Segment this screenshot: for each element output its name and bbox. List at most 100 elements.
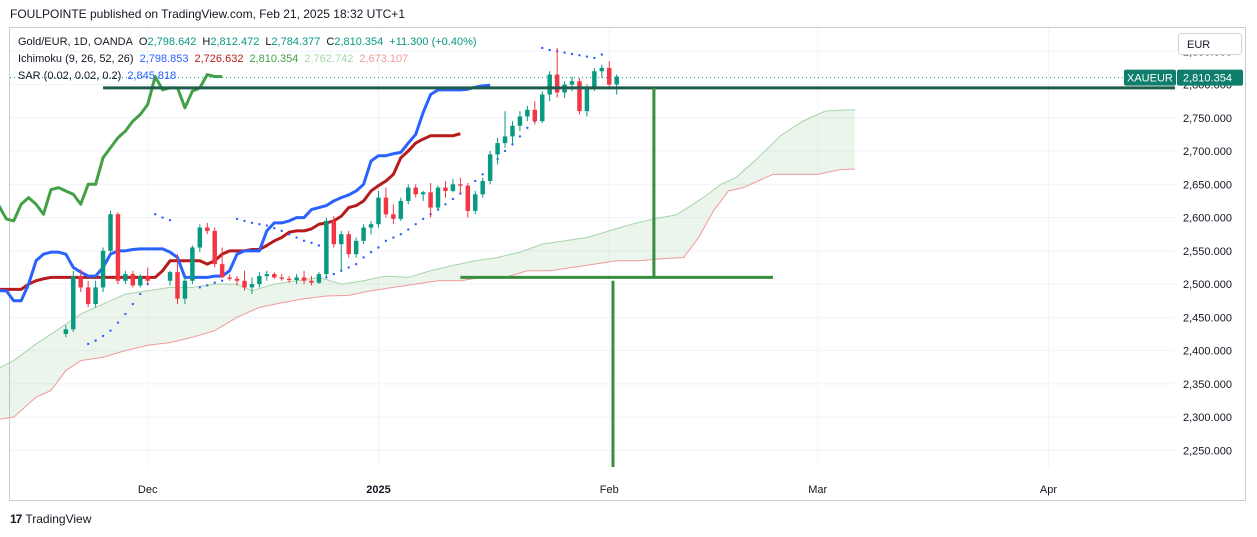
candle-body xyxy=(272,274,277,278)
candle-body xyxy=(301,277,307,281)
symbol-label: XAUEUR xyxy=(1127,73,1173,85)
sar-name: SAR (0.02, 0.02, 0.2) xyxy=(18,70,122,82)
candle-body xyxy=(569,81,575,85)
candle-body xyxy=(242,280,247,288)
x-tick-label: Mar xyxy=(808,484,827,496)
senkou-span-b-line xyxy=(0,168,855,420)
sar-dot xyxy=(258,223,261,226)
candle-body xyxy=(93,287,98,305)
sar-dot xyxy=(220,279,224,282)
candle-body xyxy=(339,234,344,245)
footer: 17 TradingView xyxy=(10,512,91,526)
y-tick-label: 2,450.000 xyxy=(1183,312,1232,324)
candle-body xyxy=(361,227,366,241)
candle-body xyxy=(368,224,374,228)
sar-dot xyxy=(481,173,484,176)
candle-body xyxy=(227,277,232,279)
candle-body xyxy=(584,87,590,112)
sar-dot xyxy=(593,56,596,60)
legend-sar[interactable]: SAR (0.02, 0.02, 0.2) 2,845.818 xyxy=(18,70,182,82)
last-price-label: XAUEUR 2,810.354 xyxy=(1124,69,1243,86)
y-tick-label: 2,300.000 xyxy=(1183,412,1232,424)
candle-body xyxy=(182,280,188,299)
candle-body xyxy=(547,74,552,95)
candle-body xyxy=(480,180,485,195)
y-tick-label: 2,350.000 xyxy=(1183,379,1232,391)
candle-body xyxy=(428,192,433,208)
candle-body xyxy=(234,278,240,281)
ichimoku-v4: 2,762.742 xyxy=(304,53,354,65)
ichimoku-cloud xyxy=(0,109,855,420)
candle-body xyxy=(309,280,314,283)
candle-body xyxy=(383,197,389,215)
y-tick-label: 2,750.000 xyxy=(1183,113,1232,125)
candle-body xyxy=(458,184,463,186)
sar-dot xyxy=(444,203,447,206)
tenkan-sen-line xyxy=(0,83,491,303)
tradingview-logo-icon: 17 xyxy=(10,512,22,526)
candle-body xyxy=(212,230,217,265)
x-axis: Dec 2025 Feb Mar Apr xyxy=(138,484,1057,496)
indicator-lines xyxy=(0,73,491,303)
legend-symbol[interactable]: Gold/EUR, 1D, OANDA O2,798.642 H2,812.472 L… xyxy=(18,36,477,48)
sar-dot xyxy=(563,51,566,54)
sar-dot xyxy=(578,54,581,57)
candle-body xyxy=(264,274,270,277)
candle-body xyxy=(108,214,113,251)
sar-dot xyxy=(317,244,321,247)
sar-dot xyxy=(243,219,246,223)
sar-dot xyxy=(101,334,105,338)
sar-dot xyxy=(213,281,216,284)
y-tick-label: 2,600.000 xyxy=(1183,213,1232,225)
candle-body xyxy=(197,227,203,248)
candle-body xyxy=(435,187,441,208)
candle-body xyxy=(465,185,471,211)
sar-dot xyxy=(585,55,589,58)
legend-high: 2,812.472 xyxy=(210,36,260,48)
sar-dot xyxy=(131,302,135,306)
ichimoku-name: Ichimoku (9, 26, 52, 26) xyxy=(18,53,134,65)
sar-dot xyxy=(332,272,336,276)
sar-dot xyxy=(384,239,388,243)
candle-body xyxy=(316,274,322,283)
candle-body xyxy=(130,274,136,286)
candle-body xyxy=(190,247,195,281)
candle-body xyxy=(614,76,619,85)
price-label-bg xyxy=(1177,69,1243,86)
ichimoku-v2: 2,726.632 xyxy=(194,53,244,65)
candle-body xyxy=(205,227,210,231)
legend-change: +11.300 (+0.40%) xyxy=(389,36,477,48)
sar-dot xyxy=(116,321,120,324)
sar-dot xyxy=(280,229,283,233)
candle-body xyxy=(71,276,76,330)
sar-dot xyxy=(235,217,239,221)
candle-body xyxy=(510,125,515,137)
sar-dot xyxy=(518,135,522,138)
chikou-span-line xyxy=(0,73,223,223)
y-tick-label: 2,650.000 xyxy=(1183,179,1232,191)
sar-dot xyxy=(354,262,358,266)
candle-body xyxy=(286,278,292,281)
sar-dot xyxy=(503,149,507,153)
ichimoku-v3: 2,810.354 xyxy=(249,53,299,65)
y-axis: 2,250.000 2,300.000 2,350.000 2,400.000 2,45… xyxy=(1183,46,1232,457)
sar-dot xyxy=(302,239,306,243)
candle-body xyxy=(391,214,396,219)
candle-body xyxy=(324,220,329,275)
sar-dot xyxy=(451,197,455,201)
sar-dot xyxy=(347,266,350,269)
legend-ichimoku[interactable]: Ichimoku (9, 26, 52, 26) 2,798.853 2,726.6… xyxy=(18,53,414,65)
ichimoku-v1: 2,798.853 xyxy=(139,53,189,65)
candle-body xyxy=(577,81,582,112)
candle-body xyxy=(249,284,255,288)
candle-body xyxy=(502,136,508,144)
sar-dot xyxy=(250,221,254,225)
footer-brand: TradingView xyxy=(25,512,92,526)
candle-body xyxy=(450,184,456,191)
sar-v1: 2,845.818 xyxy=(127,70,177,82)
candle-body xyxy=(138,276,143,286)
candle-body xyxy=(487,154,493,181)
sar-dot xyxy=(377,246,380,249)
currency-button[interactable]: EUR xyxy=(1178,33,1242,55)
